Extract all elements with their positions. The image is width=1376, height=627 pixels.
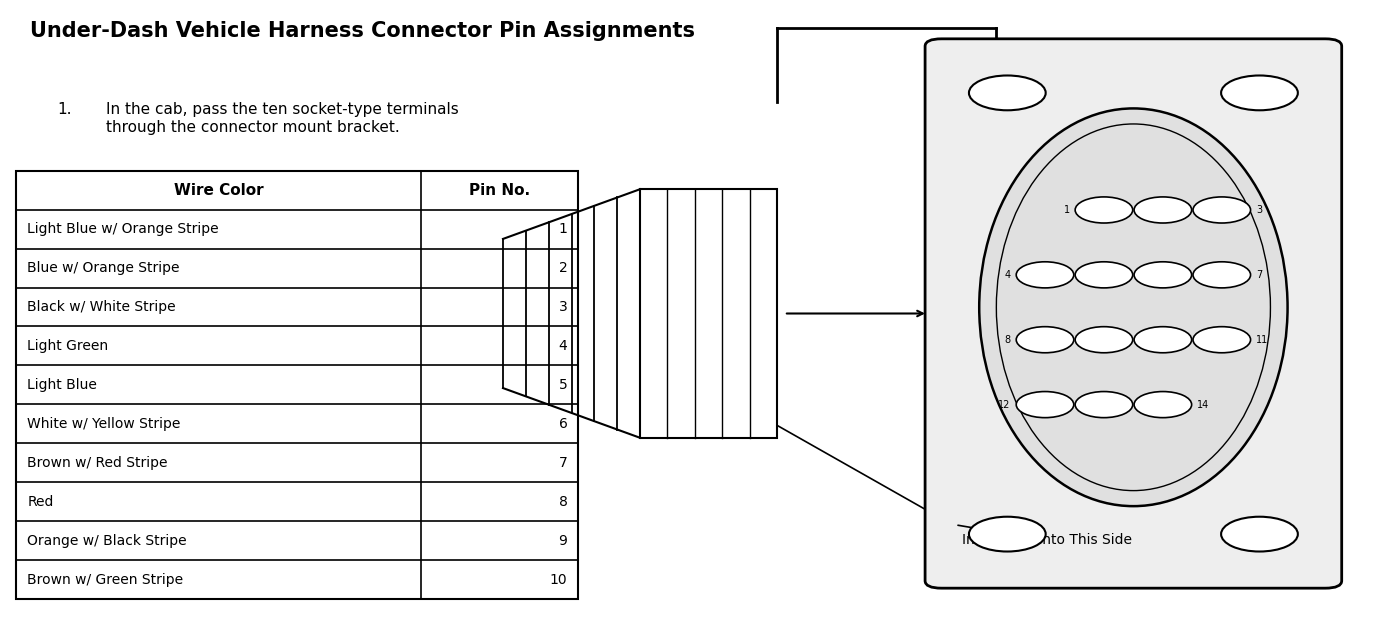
- Text: 1: 1: [1064, 205, 1069, 215]
- Bar: [17, 171, 578, 599]
- Text: 12: 12: [999, 399, 1011, 409]
- Circle shape: [1134, 327, 1192, 353]
- Text: In the cab, pass the ten socket-type terminals
through the connector mount brack: In the cab, pass the ten socket-type ter…: [106, 102, 458, 135]
- Ellipse shape: [980, 108, 1288, 506]
- Text: 9: 9: [559, 534, 567, 548]
- Text: 3: 3: [1256, 205, 1262, 215]
- Circle shape: [1017, 327, 1073, 353]
- Circle shape: [1221, 517, 1298, 552]
- FancyBboxPatch shape: [925, 39, 1342, 588]
- Circle shape: [1193, 327, 1251, 353]
- Circle shape: [1075, 391, 1132, 418]
- Text: 8: 8: [559, 495, 567, 509]
- Text: 10: 10: [550, 573, 567, 587]
- Circle shape: [1193, 197, 1251, 223]
- Circle shape: [1075, 327, 1132, 353]
- Text: 3: 3: [559, 300, 567, 314]
- Text: Light Blue: Light Blue: [28, 378, 98, 392]
- Text: White w/ Yellow Stripe: White w/ Yellow Stripe: [28, 417, 180, 431]
- Text: 1.: 1.: [58, 102, 72, 117]
- Text: Insert Pins Into This Side: Insert Pins Into This Side: [958, 525, 1132, 547]
- Text: Red: Red: [28, 495, 54, 509]
- Text: 11: 11: [1256, 335, 1269, 345]
- Circle shape: [1075, 197, 1132, 223]
- Circle shape: [1017, 391, 1073, 418]
- Circle shape: [1193, 262, 1251, 288]
- Text: Blue w/ Orange Stripe: Blue w/ Orange Stripe: [28, 261, 180, 275]
- Text: Brown w/ Green Stripe: Brown w/ Green Stripe: [28, 573, 183, 587]
- Circle shape: [1134, 197, 1192, 223]
- Text: Wire Color: Wire Color: [173, 182, 263, 198]
- Text: Pin No.: Pin No.: [469, 182, 530, 198]
- Text: 8: 8: [1004, 335, 1011, 345]
- Text: 4: 4: [1004, 270, 1011, 280]
- Circle shape: [969, 75, 1046, 110]
- Bar: [640, 189, 777, 438]
- Circle shape: [1134, 391, 1192, 418]
- Ellipse shape: [996, 124, 1270, 490]
- Circle shape: [1017, 262, 1073, 288]
- Text: 5: 5: [559, 378, 567, 392]
- Text: 14: 14: [1197, 399, 1210, 409]
- Text: Light Green: Light Green: [28, 339, 109, 353]
- Circle shape: [1075, 262, 1132, 288]
- Text: Black w/ White Stripe: Black w/ White Stripe: [28, 300, 176, 314]
- Text: Light Blue w/ Orange Stripe: Light Blue w/ Orange Stripe: [28, 222, 219, 236]
- Circle shape: [969, 517, 1046, 552]
- Text: 7: 7: [1256, 270, 1262, 280]
- Text: Under-Dash Vehicle Harness Connector Pin Assignments: Under-Dash Vehicle Harness Connector Pin…: [30, 21, 695, 41]
- Text: 2: 2: [559, 261, 567, 275]
- Text: 1: 1: [559, 222, 567, 236]
- Text: 6: 6: [559, 417, 567, 431]
- Text: Orange w/ Black Stripe: Orange w/ Black Stripe: [28, 534, 187, 548]
- Circle shape: [1134, 262, 1192, 288]
- Text: Brown w/ Red Stripe: Brown w/ Red Stripe: [28, 456, 168, 470]
- Circle shape: [1221, 75, 1298, 110]
- Text: 7: 7: [559, 456, 567, 470]
- Text: 4: 4: [559, 339, 567, 353]
